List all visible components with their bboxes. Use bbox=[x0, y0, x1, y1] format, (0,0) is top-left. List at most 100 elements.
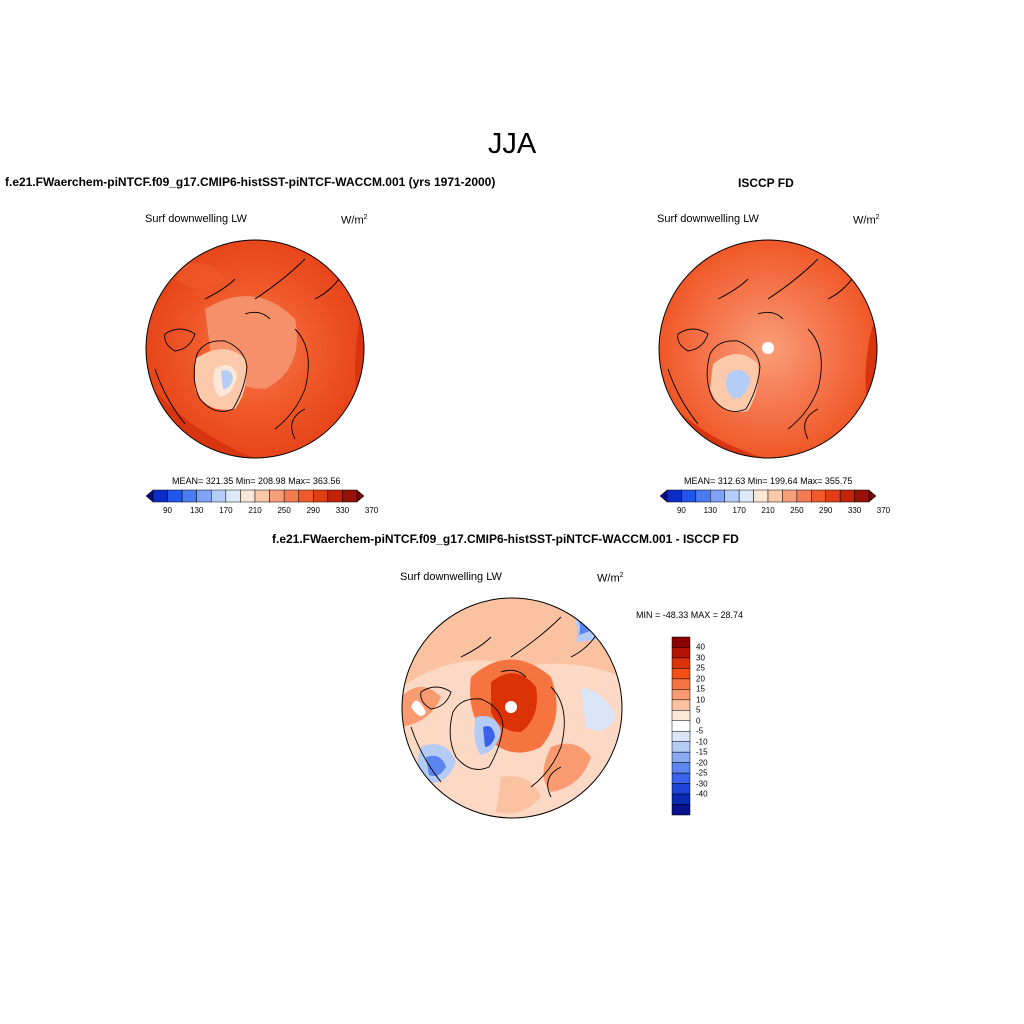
model-colorbar-ticks: 90 130 170 210 250 290 330 370 bbox=[146, 506, 378, 518]
model-colorbar bbox=[145, 489, 365, 503]
colorbar-tick-label: 250 bbox=[790, 506, 804, 515]
diff-colorbar-swatch bbox=[671, 636, 691, 648]
colorbar-swatch bbox=[666, 489, 682, 503]
diff-colorbar-swatch bbox=[671, 699, 691, 711]
diff-colorbar-tick-label: -15 bbox=[696, 747, 708, 757]
diff-colorbar-swatch bbox=[671, 689, 691, 701]
diff-colorbar-swatch bbox=[671, 751, 691, 763]
diff-colorbar-ticks: 40 30 25 20 15 10 5 0 -5 -10 -15 -20 -25 -30 -40 bbox=[696, 637, 726, 815]
colorbar-tick-label: 370 bbox=[876, 506, 891, 515]
diff-colorbar-tick-label: 30 bbox=[696, 653, 705, 663]
colorbar-tick-label: 330 bbox=[335, 506, 350, 515]
obs-stats-label: MEAN= 312.63 Min= 199.64 Max= 355.75 bbox=[684, 476, 853, 486]
colorbar-swatch bbox=[240, 489, 256, 503]
model-polar-map bbox=[145, 239, 365, 459]
colorbar-swatch bbox=[710, 489, 725, 503]
diff-colorbar-swatch bbox=[671, 772, 691, 784]
diff-units-label: W/m2 bbox=[597, 572, 624, 585]
diff-colorbar-tick-label: -20 bbox=[696, 758, 708, 768]
diff-panel-title: f.e21.FWaerchem-piNTCF.f09_g17.CMIP6-his… bbox=[272, 532, 739, 546]
diff-colorbar-tick-label: 0 bbox=[696, 716, 701, 726]
colorbar-tick-label: 170 bbox=[219, 506, 233, 515]
colorbar-swatch bbox=[724, 489, 740, 503]
diff-colorbar-tick-label: 15 bbox=[696, 684, 705, 694]
diff-colorbar-swatch bbox=[671, 678, 691, 690]
colorbar-tick-label: 290 bbox=[306, 506, 320, 515]
colorbar-swatch bbox=[211, 489, 227, 503]
colorbar-end-low bbox=[659, 489, 668, 503]
diff-colorbar-tick-label: 10 bbox=[696, 695, 705, 705]
model-panel-title: f.e21.FWaerchem-piNTCF.f09_g17.CMIP6-his… bbox=[5, 175, 496, 189]
diff-colorbar-tick-label: 40 bbox=[696, 642, 705, 652]
diff-colorbar-tick-label: 25 bbox=[696, 663, 705, 673]
colorbar-swatch bbox=[695, 489, 711, 503]
diff-colorbar-tick-label: -40 bbox=[696, 789, 708, 799]
colorbar-swatch bbox=[825, 489, 841, 503]
colorbar-swatch bbox=[753, 489, 769, 503]
diff-colorbar-tick-label: -25 bbox=[696, 768, 708, 778]
colorbar-end-low bbox=[145, 489, 154, 503]
colorbar-swatch bbox=[738, 489, 754, 503]
diff-colorbar-tick-label: 5 bbox=[696, 705, 701, 715]
diff-colorbar-swatch bbox=[671, 793, 691, 805]
colorbar-swatch bbox=[298, 489, 314, 503]
diff-colorbar-swatch bbox=[671, 762, 691, 774]
colorbar-end-high bbox=[868, 489, 877, 503]
figure-season-title: JJA bbox=[487, 128, 537, 160]
colorbar-swatch bbox=[681, 489, 697, 503]
colorbar-tick-label: 290 bbox=[819, 506, 833, 515]
colorbar-swatch bbox=[839, 489, 855, 503]
colorbar-swatch bbox=[269, 489, 285, 503]
diff-colorbar-swatch bbox=[671, 720, 691, 732]
colorbar-tick-label: 370 bbox=[364, 506, 379, 515]
diff-colorbar-swatch bbox=[671, 804, 691, 816]
colorbar-tick-label: 210 bbox=[248, 506, 262, 515]
obs-units-label: W/m2 bbox=[853, 214, 880, 227]
colorbar-swatch bbox=[283, 489, 299, 503]
diff-variable-label: Surf downwelling LW bbox=[400, 571, 502, 583]
diff-colorbar-swatch bbox=[671, 647, 691, 659]
obs-panel-title: ISCCP FD bbox=[738, 176, 794, 190]
diff-colorbar-swatch bbox=[671, 783, 691, 795]
diff-stats-label: MIN = -48.33 MAX = 28.74 bbox=[636, 610, 744, 620]
colorbar-swatch bbox=[782, 489, 798, 503]
model-stats-label: MEAN= 321.35 Min= 208.98 Max= 363.56 bbox=[172, 476, 341, 486]
diff-colorbar-swatch bbox=[671, 730, 691, 742]
diff-colorbar-swatch bbox=[671, 668, 691, 680]
colorbar-swatch bbox=[811, 489, 826, 503]
diff-polar-map bbox=[401, 597, 623, 819]
colorbar-swatch bbox=[254, 489, 270, 503]
colorbar-swatch bbox=[342, 489, 358, 503]
diff-colorbar-tick-label: -10 bbox=[696, 737, 708, 747]
colorbar-swatch bbox=[767, 489, 783, 503]
diff-colorbar-swatch bbox=[671, 657, 691, 669]
colorbar-tick-label: 210 bbox=[761, 506, 775, 515]
colorbar-tick-label: 130 bbox=[703, 506, 717, 515]
colorbar-swatch bbox=[796, 489, 812, 503]
colorbar-swatch bbox=[181, 489, 197, 503]
obs-polar-map bbox=[658, 239, 878, 459]
model-variable-label: Surf downwelling LW bbox=[145, 213, 247, 225]
colorbar-tick-label: 330 bbox=[847, 506, 862, 515]
colorbar-swatch bbox=[167, 489, 183, 503]
colorbar-swatch bbox=[313, 489, 329, 503]
diff-colorbar-tick-label: -30 bbox=[696, 779, 708, 789]
colorbar-swatch bbox=[854, 489, 870, 503]
colorbar-swatch bbox=[225, 489, 241, 503]
diff-colorbar-tick-label: -5 bbox=[696, 726, 704, 736]
colorbar-tick-label: 250 bbox=[277, 506, 291, 515]
colorbar-tick-label: 90 bbox=[163, 506, 173, 515]
colorbar-end-high bbox=[356, 489, 365, 503]
colorbar-swatch bbox=[196, 489, 212, 503]
colorbar-swatch bbox=[327, 489, 343, 503]
colorbar-swatch bbox=[152, 489, 168, 503]
obs-variable-label: Surf downwelling LW bbox=[657, 213, 759, 225]
colorbar-tick-label: 130 bbox=[190, 506, 204, 515]
diff-colorbar-swatch bbox=[671, 741, 691, 753]
colorbar-tick-label: 170 bbox=[732, 506, 746, 515]
diff-colorbar-tick-label: 20 bbox=[696, 674, 705, 684]
colorbar-tick-label: 90 bbox=[676, 506, 686, 515]
obs-colorbar-ticks: 90 130 170 210 250 290 330 370 bbox=[660, 506, 890, 518]
model-units-label: W/m2 bbox=[341, 214, 368, 227]
diff-colorbar-swatch bbox=[671, 710, 691, 722]
